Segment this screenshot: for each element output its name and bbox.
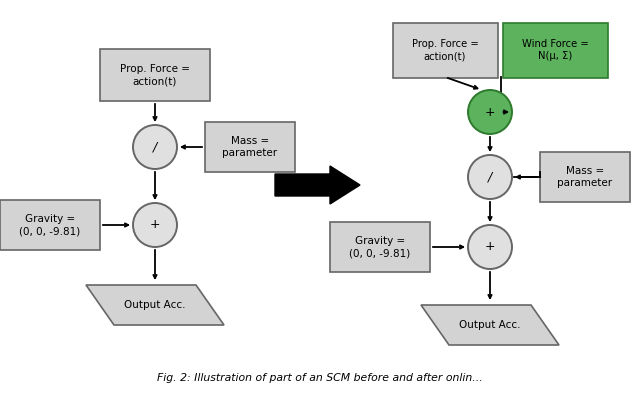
Text: Prop. Force =
action(t): Prop. Force = action(t)	[120, 64, 190, 86]
FancyBboxPatch shape	[392, 23, 497, 77]
Text: Gravity =
(0, 0, -9.81): Gravity = (0, 0, -9.81)	[19, 214, 81, 236]
FancyBboxPatch shape	[0, 200, 100, 250]
Circle shape	[133, 125, 177, 169]
FancyArrow shape	[275, 166, 360, 204]
Text: Output Acc.: Output Acc.	[124, 300, 186, 310]
Text: Fig. 2: Illustration of part of an SCM before and after onlin...: Fig. 2: Illustration of part of an SCM b…	[157, 373, 483, 383]
Text: +: +	[150, 218, 160, 231]
Circle shape	[133, 203, 177, 247]
Text: Prop. Force =
action(t): Prop. Force = action(t)	[412, 39, 478, 61]
Text: Output Acc.: Output Acc.	[460, 320, 521, 330]
Text: Wind Force =
N(μ, Σ): Wind Force = N(μ, Σ)	[522, 39, 588, 61]
Text: Mass =
parameter: Mass = parameter	[557, 166, 612, 188]
FancyBboxPatch shape	[100, 49, 210, 101]
FancyBboxPatch shape	[502, 23, 607, 77]
Text: +: +	[484, 241, 495, 254]
FancyBboxPatch shape	[330, 222, 430, 272]
Text: /: /	[488, 171, 492, 184]
FancyBboxPatch shape	[205, 122, 295, 172]
FancyBboxPatch shape	[540, 152, 630, 202]
Text: Mass =
parameter: Mass = parameter	[223, 136, 278, 158]
Text: +: +	[484, 105, 495, 118]
Text: /: /	[153, 141, 157, 154]
Polygon shape	[421, 305, 559, 345]
Text: Gravity =
(0, 0, -9.81): Gravity = (0, 0, -9.81)	[349, 236, 411, 258]
Circle shape	[468, 90, 512, 134]
Circle shape	[468, 155, 512, 199]
Circle shape	[468, 225, 512, 269]
Polygon shape	[86, 285, 224, 325]
